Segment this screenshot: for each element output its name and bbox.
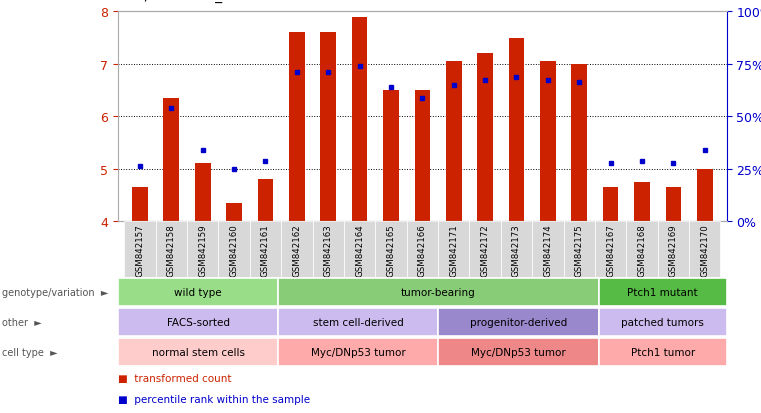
Bar <box>508 38 524 221</box>
Text: GSM842159: GSM842159 <box>198 224 207 277</box>
Bar <box>118 309 279 336</box>
Bar <box>375 221 406 277</box>
Bar <box>666 188 681 221</box>
Bar <box>438 309 599 336</box>
Bar <box>289 33 304 221</box>
Bar <box>406 221 438 277</box>
Text: GSM842167: GSM842167 <box>607 224 615 277</box>
Bar <box>320 33 336 221</box>
Bar <box>572 64 587 221</box>
Text: GSM842165: GSM842165 <box>387 224 396 277</box>
Text: patched tumors: patched tumors <box>621 317 704 328</box>
Bar <box>352 18 368 221</box>
Text: GSM842170: GSM842170 <box>700 224 709 277</box>
Bar <box>313 221 344 277</box>
Bar <box>564 221 595 277</box>
Bar <box>438 339 599 366</box>
Text: genotype/variation  ►: genotype/variation ► <box>2 287 108 297</box>
Text: ■  percentile rank within the sample: ■ percentile rank within the sample <box>118 394 310 404</box>
Text: Myc/DNp53 tumor: Myc/DNp53 tumor <box>311 347 406 358</box>
Bar <box>344 221 375 277</box>
Bar <box>599 339 727 366</box>
Text: cell type  ►: cell type ► <box>2 347 57 358</box>
Text: GSM842160: GSM842160 <box>230 224 238 277</box>
Bar <box>132 188 148 221</box>
Text: GDS4478 / 1445574_at: GDS4478 / 1445574_at <box>75 0 237 3</box>
Bar <box>118 278 279 306</box>
Text: tumor-bearing: tumor-bearing <box>401 287 476 297</box>
Text: stem cell-derived: stem cell-derived <box>313 317 403 328</box>
Bar <box>689 221 721 277</box>
Text: ■  transformed count: ■ transformed count <box>118 373 231 383</box>
Bar <box>258 180 273 221</box>
Bar <box>540 62 556 221</box>
Text: GSM842168: GSM842168 <box>638 224 647 277</box>
Bar <box>226 203 242 221</box>
Text: Myc/DNp53 tumor: Myc/DNp53 tumor <box>471 347 566 358</box>
Bar <box>218 221 250 277</box>
Bar <box>118 339 279 366</box>
Text: GSM842173: GSM842173 <box>512 224 521 277</box>
Text: GSM842161: GSM842161 <box>261 224 270 277</box>
Bar <box>446 62 462 221</box>
Bar <box>415 91 430 221</box>
Bar <box>599 278 727 306</box>
Text: GSM842169: GSM842169 <box>669 224 678 277</box>
Text: other  ►: other ► <box>2 317 41 328</box>
Bar <box>697 169 712 221</box>
Bar <box>195 164 211 221</box>
Bar <box>164 99 179 221</box>
Text: GSM842157: GSM842157 <box>135 224 145 277</box>
Bar <box>155 221 187 277</box>
Text: GSM842171: GSM842171 <box>449 224 458 277</box>
Bar <box>124 221 155 277</box>
Bar <box>250 221 281 277</box>
Text: GSM842166: GSM842166 <box>418 224 427 277</box>
Bar <box>603 188 619 221</box>
Text: FACS-sorted: FACS-sorted <box>167 317 230 328</box>
Bar <box>595 221 626 277</box>
Text: progenitor-derived: progenitor-derived <box>470 317 567 328</box>
Text: normal stem cells: normal stem cells <box>151 347 244 358</box>
Bar <box>383 91 399 221</box>
Text: GSM842174: GSM842174 <box>543 224 552 277</box>
Text: GSM842164: GSM842164 <box>355 224 364 277</box>
Bar <box>599 309 727 336</box>
Bar <box>626 221 658 277</box>
Text: GSM842158: GSM842158 <box>167 224 176 277</box>
Text: Ptch1 mutant: Ptch1 mutant <box>627 287 698 297</box>
Bar <box>279 309 438 336</box>
Text: Ptch1 tumor: Ptch1 tumor <box>631 347 695 358</box>
Bar <box>470 221 501 277</box>
Text: GSM842163: GSM842163 <box>323 224 333 277</box>
Text: GSM842172: GSM842172 <box>481 224 489 277</box>
Text: wild type: wild type <box>174 287 222 297</box>
Bar <box>187 221 218 277</box>
Text: GSM842175: GSM842175 <box>575 224 584 277</box>
Bar <box>634 182 650 221</box>
Bar <box>532 221 564 277</box>
Bar <box>658 221 689 277</box>
Text: GSM842162: GSM842162 <box>292 224 301 277</box>
Bar <box>281 221 313 277</box>
Bar <box>477 54 493 221</box>
Bar <box>438 221 470 277</box>
Bar <box>501 221 532 277</box>
Bar <box>279 278 599 306</box>
Bar <box>279 339 438 366</box>
